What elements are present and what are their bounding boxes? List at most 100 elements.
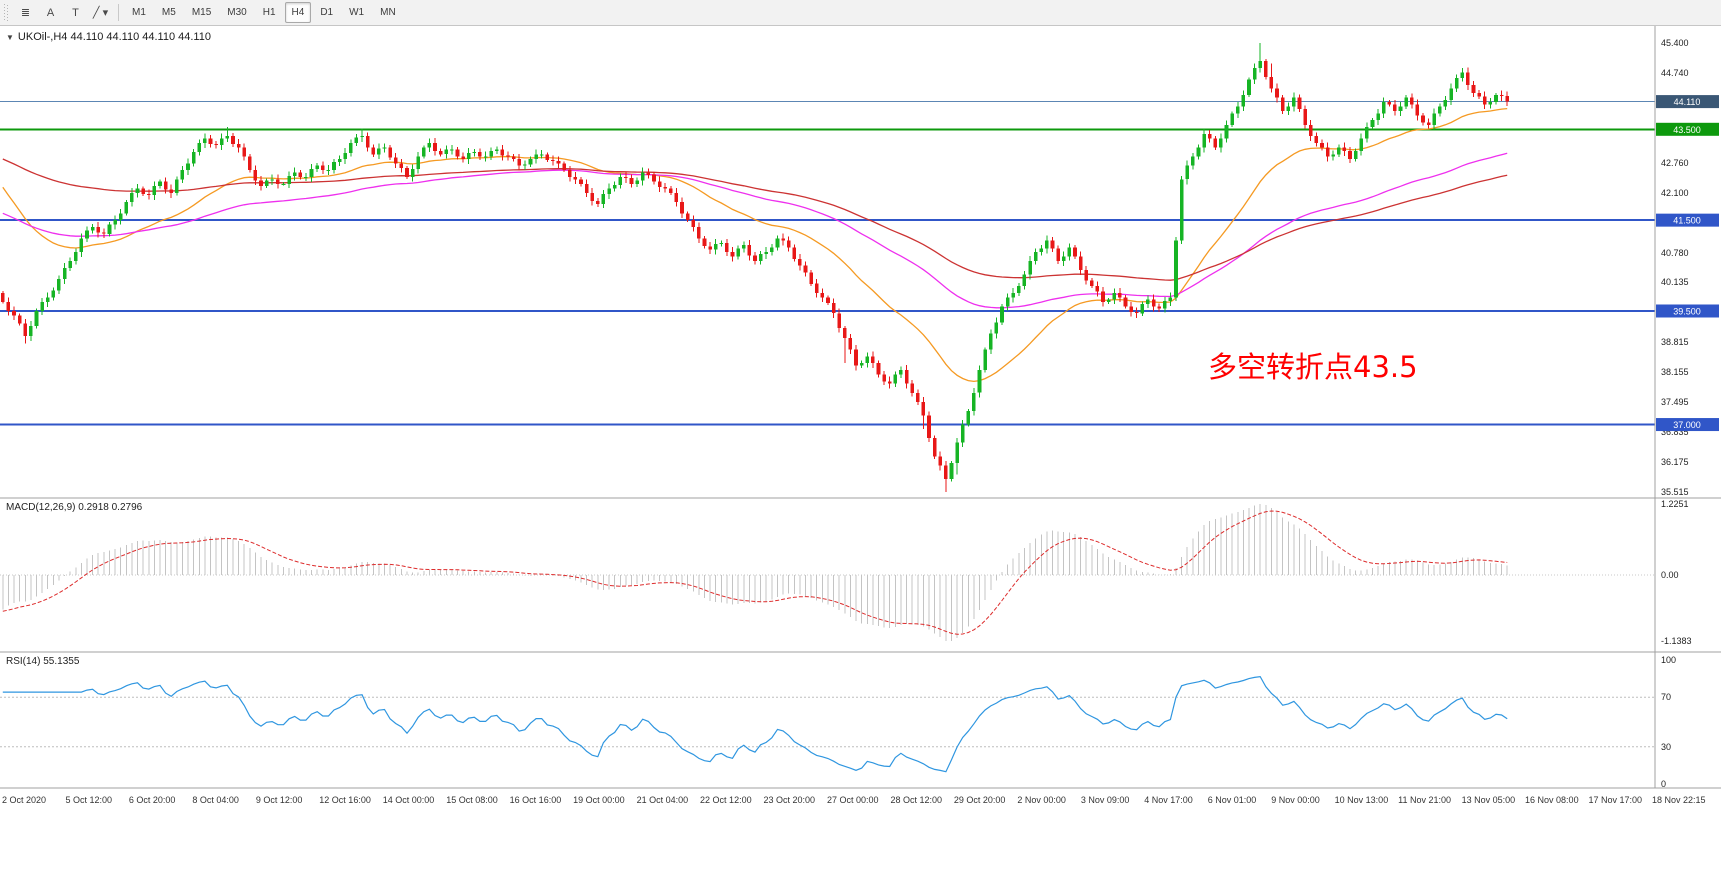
time-axis-label: 14 Oct 00:00 (383, 795, 435, 805)
candle-body (416, 156, 420, 170)
candle-body (1202, 133, 1206, 148)
candle-body (1443, 99, 1448, 107)
candle-body (596, 200, 600, 205)
chart-bars-icon[interactable]: ≣ (20, 7, 31, 19)
candle-body (130, 192, 134, 202)
candle-body (298, 172, 303, 177)
candle-body (113, 220, 117, 225)
candle-body (495, 149, 499, 151)
candle-body (197, 142, 202, 152)
candle-body (725, 242, 729, 252)
candles (1, 43, 1509, 492)
candle-body (1460, 72, 1465, 79)
candle-body (1303, 108, 1307, 125)
timeframe-m15-button[interactable]: M15 (191, 7, 212, 18)
time-axis-label: 16 Nov 08:00 (1525, 795, 1579, 805)
time-axis-label: 10 Nov 13:00 (1335, 795, 1389, 805)
candle-body (809, 272, 813, 284)
candle-body (1185, 165, 1189, 180)
timeframe-h1-button[interactable]: H1 (262, 7, 276, 18)
candle-body (1174, 240, 1178, 298)
candle-body (803, 265, 808, 273)
candle-body (169, 189, 173, 193)
toolbar-grip-handle[interactable] (4, 3, 9, 22)
candle-body (321, 165, 325, 171)
chart-collapse-icon[interactable]: ▼ (6, 32, 14, 42)
timeframe-mn-button[interactable]: MN (380, 7, 396, 18)
candle-body (685, 213, 690, 221)
candle-body (292, 172, 297, 176)
candle-body (1471, 85, 1476, 93)
candle-body (377, 148, 381, 155)
candle-body (1157, 306, 1161, 309)
candle-body (51, 290, 56, 298)
candle-body (831, 303, 836, 314)
candle-body (1045, 240, 1049, 249)
candle-body (523, 164, 527, 166)
candle-body (758, 254, 763, 261)
candle-body (713, 244, 718, 250)
candle-body (1005, 297, 1010, 307)
candle-body (332, 162, 336, 171)
candle-body (955, 442, 959, 464)
price-axis-label: 40.135 (1661, 277, 1689, 287)
candle-body (393, 157, 398, 164)
level-price-tag: 41.500 (1673, 216, 1701, 226)
time-axis-label: 19 Oct 00:00 (573, 795, 625, 805)
candle-body (775, 238, 780, 248)
candle-body (309, 169, 314, 177)
candle-body (57, 279, 61, 291)
candle-body (798, 258, 802, 266)
candle-body (1252, 68, 1257, 80)
candle-body (455, 149, 460, 157)
candle-body (1230, 113, 1234, 125)
time-axis-label: 16 Oct 16:00 (510, 795, 562, 805)
candle-body (147, 194, 151, 196)
candle-body (579, 179, 583, 184)
candle-body (820, 292, 825, 298)
candle-body (944, 465, 948, 479)
candle-body (1140, 304, 1145, 314)
level-price-tag-bg (1656, 122, 1719, 136)
text-label-icon[interactable]: T (72, 6, 79, 19)
candle-body (551, 160, 555, 162)
current-price-tag: 44.110 (1674, 97, 1701, 107)
candle-body (556, 161, 561, 164)
candle-body (1286, 106, 1291, 112)
candle-body (472, 152, 477, 154)
time-axis-label: 4 Nov 17:00 (1144, 795, 1193, 805)
candle-body (180, 170, 185, 180)
price-axis-label: 44.740 (1661, 68, 1689, 78)
candle-body (747, 245, 752, 256)
candle-body (511, 156, 516, 159)
macd-axis-label: -1.1383 (1661, 636, 1692, 646)
timeframe-m5-button[interactable]: M5 (161, 7, 176, 18)
timeframe-m1-button[interactable]: M1 (132, 7, 146, 18)
candle-body (354, 137, 359, 143)
candle-body (231, 136, 235, 144)
timeframe-h4-button[interactable]: H4 (284, 2, 312, 23)
timeframe-d1-button[interactable]: D1 (320, 7, 334, 18)
candle-body (708, 246, 712, 250)
candle-body (652, 174, 656, 182)
timeframe-m30-button[interactable]: M30 (227, 7, 247, 18)
time-axis-label: 3 Nov 09:00 (1081, 795, 1130, 805)
candle-body (568, 170, 572, 177)
candle-body (669, 188, 673, 193)
time-axis-label: 5 Oct 12:00 (65, 795, 112, 805)
candle-body (371, 147, 376, 155)
candle-body (910, 383, 914, 393)
timeframe-w1-button[interactable]: W1 (349, 7, 365, 18)
candle-body (876, 363, 881, 375)
candle-body (68, 261, 72, 268)
draw-tools-icon[interactable]: ╱ ▾ (92, 7, 109, 19)
symbol-ohlc-text: UKOil-,H4 44.110 44.110 44.110 44.110 (17, 31, 211, 43)
candle-body (1224, 124, 1229, 139)
candle-body (410, 169, 415, 177)
candle-body (848, 338, 853, 350)
chart-area[interactable]: 45.40044.74044.07543.42542.76042.10041.4… (0, 26, 1721, 895)
candle-body (107, 224, 112, 234)
candle-body (1398, 106, 1403, 112)
candle-body (17, 315, 22, 324)
text-annotation-icon[interactable]: A (46, 6, 55, 19)
